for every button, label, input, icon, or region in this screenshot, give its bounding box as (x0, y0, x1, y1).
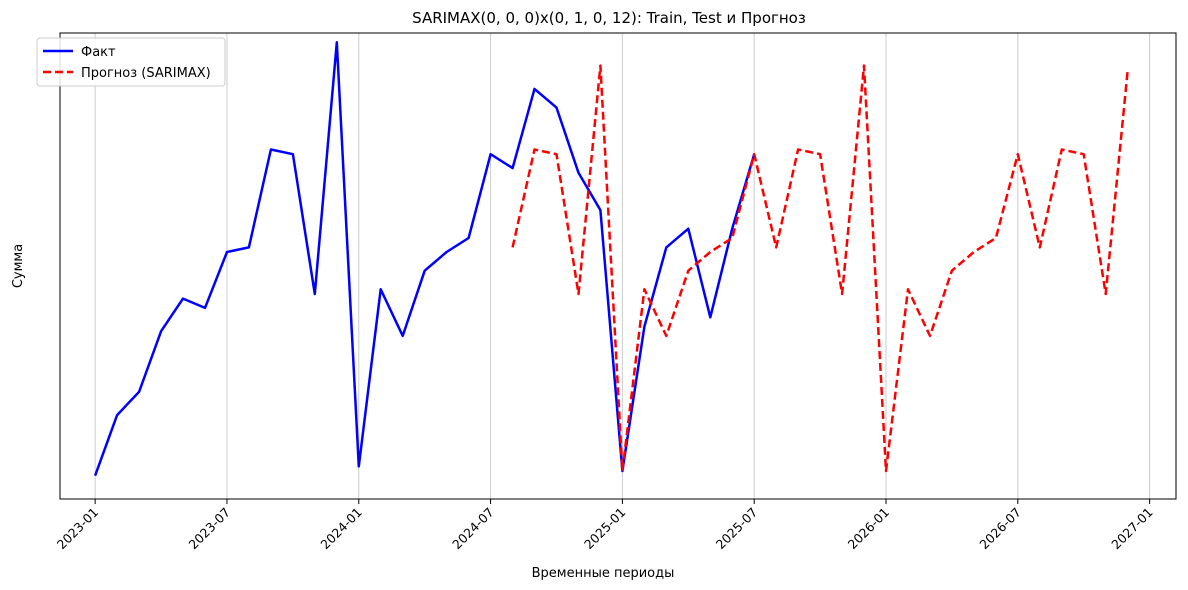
series-line-fact (93, 41, 756, 477)
x-axis-label: Временные периоды (532, 566, 675, 581)
y-axis-label: Сумма (11, 244, 26, 288)
legend-label-fact: Факт (81, 45, 116, 60)
series-layer (93, 41, 1129, 477)
legend-label-forecast: Прогноз (SARIMAX) (81, 66, 211, 81)
chart-title: SARIMAX(0, 0, 0)x(0, 1, 0, 12): Train, T… (412, 9, 806, 27)
grid (94, 33, 1151, 499)
plot-frame (59, 32, 1177, 500)
legend-box (36, 37, 226, 87)
series-line-forecast (511, 64, 1129, 473)
legend: Факт Прогноз (SARIMAX) (36, 37, 226, 87)
